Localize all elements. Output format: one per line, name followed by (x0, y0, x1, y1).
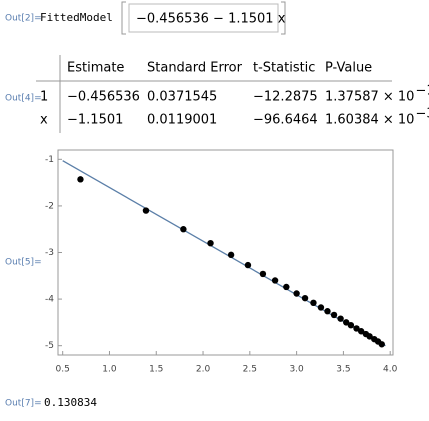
x-tick-label: 0.5 (56, 365, 70, 375)
p-value-base: 1.60384 × 10 (325, 113, 414, 128)
point (353, 325, 360, 332)
x-tick-label: 1.0 (102, 365, 117, 375)
cell: −0.456536 (67, 90, 140, 105)
point (271, 277, 279, 284)
p-value-exponent: −11 (415, 84, 429, 99)
point (293, 290, 300, 297)
point (317, 304, 325, 311)
x-tick-label: 3.0 (289, 365, 304, 375)
point (142, 207, 150, 214)
y-tick-label: -4 (45, 295, 54, 305)
point (337, 315, 344, 322)
x-tick-label: 2.5 (243, 365, 257, 375)
point (244, 261, 252, 269)
fit-line (62, 160, 386, 347)
p-value-exponent: −31 (415, 107, 429, 122)
out-label: Out[5]= (5, 258, 42, 268)
y-tick-label: -5 (45, 341, 54, 351)
point (378, 341, 385, 348)
point (310, 299, 317, 307)
row-label: x (40, 113, 48, 128)
point (283, 283, 290, 291)
point (330, 311, 338, 319)
table: Estimate Standard Error t-Statistic P-Value… (40, 61, 429, 128)
point (343, 319, 350, 326)
column-header: Estimate (67, 61, 124, 76)
point (227, 251, 235, 259)
point (347, 321, 355, 329)
point (77, 176, 84, 183)
column-header: t-Statistic (253, 61, 315, 76)
out-label: Out[2]= (5, 14, 42, 24)
bracket (121, 1, 286, 35)
x-tick-label: 4.0 (383, 365, 398, 375)
p-value-base: 1.37587 × 10 (325, 90, 414, 105)
formula: −0.456536 − 1.1501 x (136, 12, 286, 27)
point (301, 294, 309, 302)
cell: −12.2875 (253, 90, 318, 105)
plot-frame (57, 149, 394, 356)
cell: 0.0119001 (147, 113, 217, 128)
out-label: Out[7]= (5, 399, 42, 409)
model-head: FittedModel (40, 11, 113, 24)
result: 0.130834 (44, 396, 97, 409)
column-header: Standard Error (147, 61, 243, 76)
x-tick-label: 1.5 (149, 365, 163, 375)
cell: −96.6464 (253, 113, 318, 128)
y-tick-label: -3 (45, 248, 54, 258)
out-label: Out[4]= (5, 94, 42, 104)
chart: 0.5 1.0 1.5 2.0 2.5 3.0 3.5 4.0 -1 -2 -3 -4 -5 (45, 149, 398, 375)
point (207, 239, 214, 247)
cell: −1.1501 (67, 113, 123, 128)
x-tick-label: 2.0 (196, 365, 211, 375)
cell: 0.0371545 (147, 90, 217, 105)
point (366, 333, 373, 340)
y-tick-label: -2 (45, 201, 54, 211)
point (259, 270, 267, 278)
point (357, 328, 365, 335)
column-header: P-Value (325, 61, 372, 76)
x-tick-label: 3.5 (336, 365, 350, 375)
point (180, 226, 187, 233)
y-tick-label: -1 (45, 155, 54, 165)
point (324, 308, 331, 315)
row-label: 1 (40, 90, 48, 105)
formula-box (128, 3, 279, 33)
